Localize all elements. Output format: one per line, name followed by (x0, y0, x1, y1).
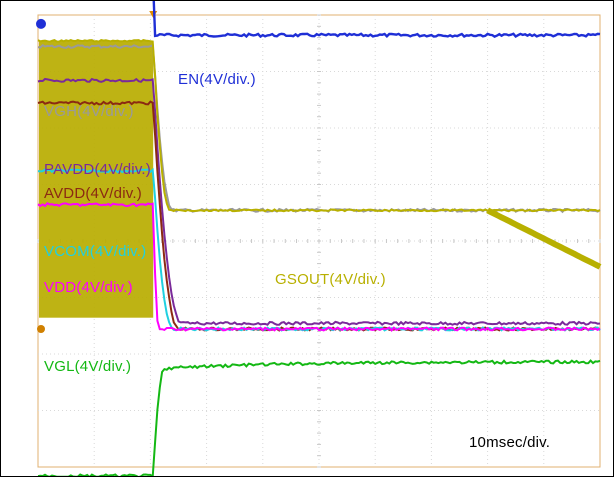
trace-vgl (37, 359, 601, 476)
label-en: EN(4V/div.) (178, 71, 256, 88)
trace-en (152, 1, 601, 39)
trace-vgh (37, 43, 601, 214)
label-pavdd: PAVDD(4V/div.) (44, 161, 151, 178)
label-gsout: GSOUT(4V/div.) (275, 271, 386, 288)
gsout-band (39, 40, 154, 318)
time-scale-label: 10msec/div. (469, 434, 551, 451)
trace-gsout (37, 39, 601, 213)
label-vdd: VDD(4V/div.) (44, 279, 133, 296)
ground-marker (37, 325, 45, 333)
label-vgl: VGL(4V/div.) (44, 358, 132, 375)
label-vgh: VGH(4V/div.) (44, 103, 134, 120)
trace-gsout-tail (486, 207, 602, 270)
trace-vdd (37, 202, 601, 332)
channel-marker-en (36, 18, 46, 29)
trace-pavdd (37, 77, 601, 327)
label-vcom: VCOM(4V/div.) (44, 243, 147, 260)
label-avdd: AVDD(4V/div.) (44, 185, 142, 202)
